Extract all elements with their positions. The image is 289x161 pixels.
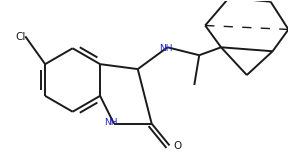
Text: NH: NH [159, 44, 172, 53]
Text: NH: NH [104, 118, 118, 127]
Text: O: O [173, 141, 181, 152]
Text: Cl: Cl [15, 32, 25, 42]
